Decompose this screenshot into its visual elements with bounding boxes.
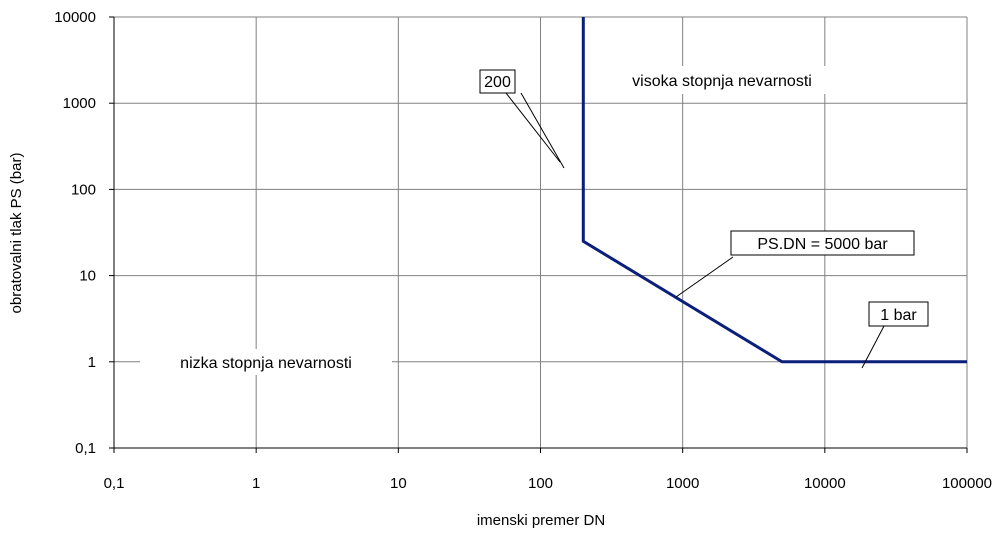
x-axis-title: imenski premer DN (477, 512, 605, 529)
product-limit-box (730, 230, 915, 256)
x-tick-label: 10000 (804, 475, 846, 492)
dn-limit-box (479, 69, 516, 94)
y-axis-title: obratovalni tlak PS (bar) (8, 153, 25, 314)
x-tick-label: 100000 (942, 475, 992, 492)
axes (109, 16, 968, 453)
x-tick-label: 1000 (666, 475, 699, 492)
dn-limit-leader-1 (520, 92, 565, 169)
low-hazard-box (140, 349, 392, 375)
dn-limit-label: 200 (484, 74, 511, 91)
product-limit-label: PS.DN = 5000 bar (757, 236, 888, 253)
y-tick-label: 10 (79, 268, 96, 285)
y-tick-label: 10000 (54, 9, 96, 26)
y-tick-label: 1 (88, 354, 96, 371)
annotations: 200 PS.DN = 5000 bar 1 bar visoka stopnj… (140, 66, 929, 375)
y-tick-label: 1000 (63, 95, 96, 112)
y-tick-label: 100 (71, 181, 96, 198)
high-hazard-box (597, 66, 848, 94)
dn-limit-leader-2 (505, 92, 561, 163)
x-tick-label: 10 (390, 475, 407, 492)
x-tick-label: 100 (528, 475, 553, 492)
pressure-limit-leader (861, 325, 885, 369)
product-limit-leader (675, 256, 734, 298)
low-hazard-label: nizka stopnja nevarnosti (180, 355, 352, 372)
series-line-0 (581, 17, 967, 364)
series-layer (581, 17, 967, 364)
high-hazard-label: visoka stopnja nevarnosti (632, 73, 812, 90)
tick-labels: 0,1 1 10 100 1000 10000 100000 0,1 1 10 100 1000 100… (54, 9, 992, 492)
pressure-limit-box (868, 301, 929, 327)
y-tick-label: 0,1 (75, 440, 96, 457)
x-tick-label: 1 (252, 475, 260, 492)
x-tick-label: 0,1 (104, 475, 125, 492)
pressure-limit-label: 1 bar (880, 307, 917, 324)
